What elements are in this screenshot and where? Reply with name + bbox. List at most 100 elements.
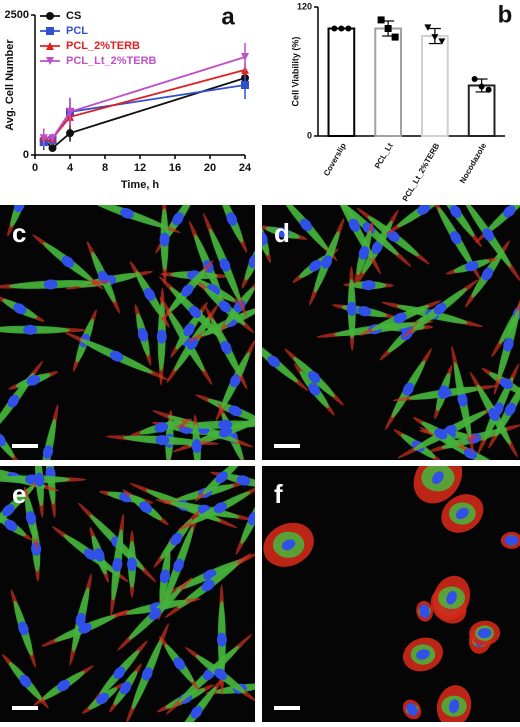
nucleus <box>61 255 75 268</box>
nucleus <box>450 231 462 245</box>
scale-bar <box>12 444 38 448</box>
nucleus <box>0 433 6 447</box>
nucleus <box>159 232 170 247</box>
nucleus <box>433 302 447 315</box>
scale-bar <box>274 706 300 710</box>
data-point <box>424 24 432 31</box>
nucleus <box>402 382 414 396</box>
nucleus <box>139 501 152 514</box>
nucleus <box>488 408 500 422</box>
nucleus <box>159 569 170 584</box>
nucleus <box>183 323 195 337</box>
x-tick-label: Coverslip <box>322 141 348 177</box>
bar <box>374 27 402 137</box>
nucleus <box>113 666 126 680</box>
data-point <box>478 83 485 90</box>
y-tick-label: 0 <box>23 149 29 161</box>
nucleus <box>218 300 232 313</box>
marker <box>48 144 57 152</box>
marker <box>241 81 249 89</box>
nucleus <box>228 405 242 417</box>
nucleus <box>109 350 124 362</box>
nucleus <box>2 504 15 517</box>
nucleus <box>94 548 105 562</box>
nucleus <box>190 705 203 719</box>
nucleus <box>406 703 418 716</box>
data-point <box>331 25 338 32</box>
nucleus <box>18 621 29 636</box>
x-tick-label: Nocodazole <box>458 141 489 185</box>
panel-letter: a <box>221 3 235 30</box>
nucleus <box>504 402 516 416</box>
nucleus <box>448 699 460 714</box>
nucleus <box>23 324 38 335</box>
nucleus <box>213 502 227 514</box>
nucleus <box>482 228 495 241</box>
nucleus <box>504 535 519 546</box>
marker <box>39 134 48 143</box>
nucleus <box>348 218 360 232</box>
nucleus <box>226 212 238 226</box>
legend-label: CS <box>66 10 81 22</box>
nucleus <box>120 208 134 219</box>
y-axis-label: Avg. Cell Number <box>4 39 16 131</box>
data-point <box>384 25 392 32</box>
y-axis-label: Cell Viability (%) <box>290 37 300 107</box>
nucleus <box>416 649 430 660</box>
nucleus <box>262 231 268 246</box>
nucleus <box>25 511 37 525</box>
nucleus <box>419 604 430 619</box>
nucleus <box>154 422 169 433</box>
nucleus <box>214 668 228 681</box>
y-tick-label: 120 <box>297 1 312 11</box>
panel-letter: f <box>274 479 283 509</box>
nucleus <box>275 227 290 238</box>
nucleus <box>78 622 92 634</box>
nucleus <box>481 267 494 281</box>
nucleus <box>188 305 202 319</box>
nucleus <box>141 667 153 681</box>
nucleus <box>34 472 45 487</box>
nucleus <box>503 337 514 352</box>
nucleus <box>75 612 86 627</box>
nucleus <box>96 692 109 705</box>
nucleus <box>112 557 123 572</box>
micrograph <box>0 205 255 460</box>
nucleus <box>155 435 170 446</box>
panel-letter: d <box>274 218 290 248</box>
x-tick-label: 24 <box>239 162 252 174</box>
nucleus <box>181 284 194 297</box>
series-line <box>43 56 246 140</box>
series-line <box>43 69 246 140</box>
nucleus <box>148 607 162 621</box>
nucleus <box>464 260 479 272</box>
panel-letter: b <box>498 1 513 28</box>
nucleus <box>248 254 255 268</box>
data-point <box>485 86 492 93</box>
nucleus <box>218 426 233 438</box>
micrograph <box>0 466 255 722</box>
nucleus <box>432 471 444 484</box>
nucleus <box>4 519 18 532</box>
x-tick-label: PCL_Lt <box>373 141 395 170</box>
nucleus <box>358 245 370 260</box>
nucleus <box>126 557 137 572</box>
marker <box>66 129 74 138</box>
data-point <box>471 76 478 83</box>
nucleus <box>236 475 251 486</box>
micrograph <box>262 205 520 460</box>
data-point <box>338 25 345 32</box>
nucleus <box>229 373 241 388</box>
legend-marker <box>46 42 54 50</box>
x-tick-label: PCL_Lt_2%TERB <box>401 141 442 203</box>
nucleus <box>201 579 215 592</box>
nucleus <box>434 428 448 440</box>
nucleus <box>386 230 400 242</box>
nucleus <box>215 471 228 484</box>
data-point <box>391 33 399 41</box>
nucleus <box>499 377 513 390</box>
nucleus <box>137 327 149 342</box>
nucleus <box>300 218 312 232</box>
nucleus <box>218 419 233 430</box>
x-axis-label: Time, h <box>121 179 160 191</box>
